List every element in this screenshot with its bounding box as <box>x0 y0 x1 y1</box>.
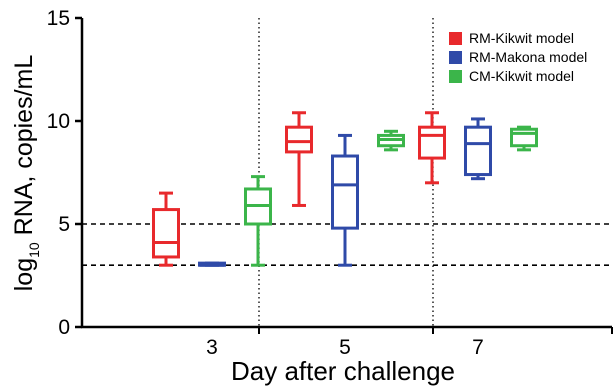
legend-label-2: CM-Kikwit model <box>469 68 574 84</box>
box-iqr <box>418 125 446 160</box>
box-rm-makona-model-day-7 <box>464 117 492 181</box>
y-tick-label-10: 10 <box>47 110 70 133</box>
y-tick-label-0: 0 <box>58 316 70 339</box>
x-tick-label-7: 7 <box>472 336 484 359</box>
legend-label-0: RM-Kikwit model <box>469 30 574 46</box>
box-iqr <box>331 154 359 230</box>
box-iqr <box>152 208 180 259</box>
box-cm-kikwit-model-day-7 <box>510 125 538 152</box>
legend-swatch-2 <box>449 70 462 83</box>
box-cm-kikwit-model-day-5 <box>377 129 405 152</box>
y-axis-title: log10 RNA, copies/mL <box>10 55 42 292</box>
legend-swatch-1 <box>449 51 462 64</box>
box-rm-kikwit-model-day-5 <box>285 111 313 207</box>
box-rm-kikwit-model-day-7 <box>418 111 446 185</box>
box-plots <box>152 111 538 267</box>
box-iqr <box>464 125 492 177</box>
box-iqr <box>510 127 538 148</box>
legend-swatch-0 <box>449 32 462 45</box>
y-tick-label-15: 15 <box>47 7 70 30</box>
x-tick-label-5: 5 <box>339 336 351 359</box>
y-axis-title-subscript: 10 <box>26 242 42 258</box>
box-cm-kikwit-model-day-3 <box>244 175 272 267</box>
axes: 0 5 10 15 3 5 7 <box>47 7 613 359</box>
y-axis-title-suffix: RNA, copies/mL <box>10 55 38 243</box>
box-rm-makona-model-day-5 <box>331 133 359 267</box>
box-rm-kikwit-model-day-3 <box>152 191 180 267</box>
legend-label-1: RM-Makona model <box>469 49 587 65</box>
x-axis-title: Day after challenge <box>231 356 455 386</box>
legend: RM-Kikwit model RM-Makona model CM-Kikwit … <box>449 30 587 84</box>
x-tick-label-3: 3 <box>206 336 218 359</box>
box-rm-makona-model-day-3 <box>198 261 226 267</box>
y-axis-title-prefix: log <box>10 258 38 291</box>
y-tick-label-5: 5 <box>58 213 70 236</box>
box-iqr <box>285 125 313 154</box>
